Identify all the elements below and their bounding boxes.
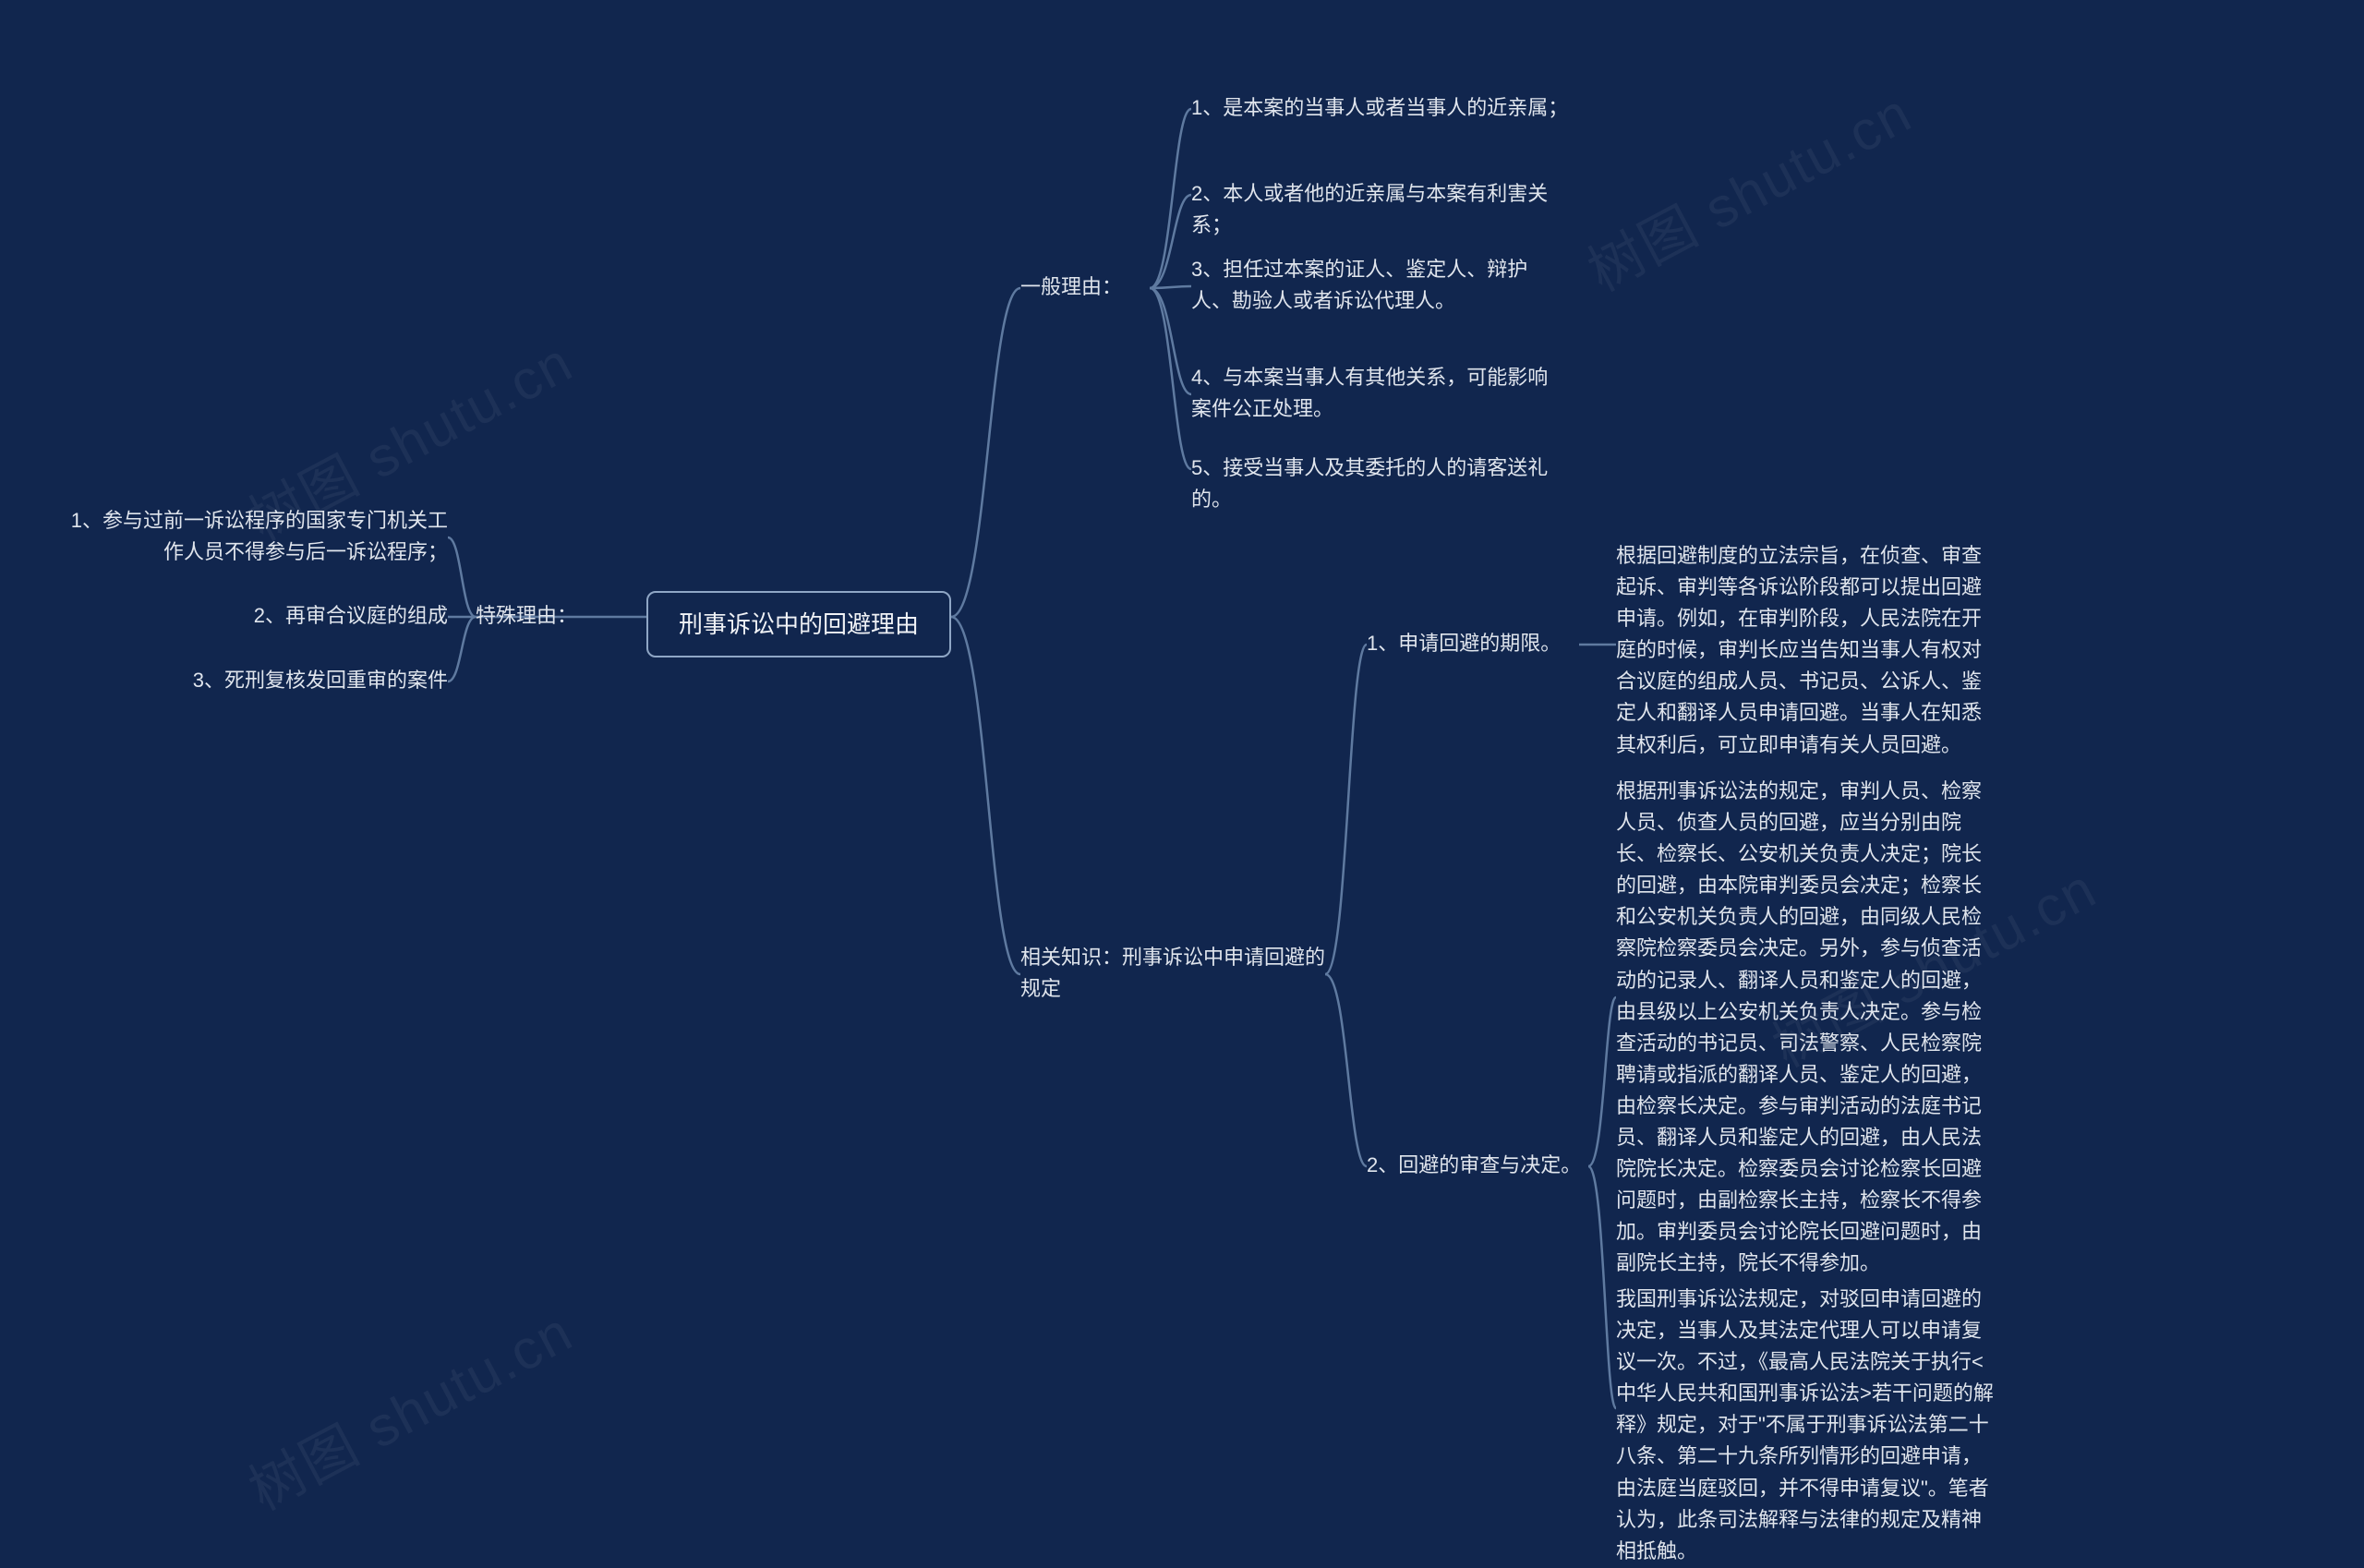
leaf-node[interactable]: 1、参与过前一诉讼程序的国家专门机关工作人员不得参与后一诉讼程序； <box>69 505 448 568</box>
leaf-node[interactable]: 根据刑事诉讼法的规定，审判人员、检察人员、侦查人员的回避，应当分别由院长、检察长… <box>1616 776 1995 1280</box>
mindmap-canvas: 树图 shutu.cn 树图 shutu.cn 树图 shutu.cn 树图 s… <box>0 0 2364 1568</box>
leaf-node[interactable]: 5、接受当事人及其委托的人的请客送礼的。 <box>1191 452 1588 515</box>
connectors <box>0 0 2364 1568</box>
leaf-node[interactable]: 2、再审合议庭的组成 <box>235 600 448 632</box>
branch-general-reasons[interactable]: 一般理由： <box>1020 271 1150 303</box>
leaf-node[interactable]: 3、死刑复核发回重审的案件 <box>180 665 448 696</box>
leaf-node[interactable]: 2、本人或者他的近亲属与本案有利害关系； <box>1191 178 1588 241</box>
leaf-node[interactable]: 我国刑事诉讼法规定，对驳回申请回避的决定，当事人及其法定代理人可以申请复议一次。… <box>1616 1284 1995 1567</box>
leaf-node[interactable]: 1、申请回避的期限。 <box>1367 628 1579 659</box>
leaf-node[interactable]: 1、是本案的当事人或者当事人的近亲属； <box>1191 92 1579 124</box>
leaf-node[interactable]: 3、担任过本案的证人、鉴定人、辩护人、勘验人或者诉讼代理人。 <box>1191 254 1561 317</box>
watermark: 树图 shutu.cn <box>233 1288 585 1526</box>
leaf-node[interactable]: 根据回避制度的立法宗旨，在侦查、审查起诉、审判等各诉讼阶段都可以提出回避申请。例… <box>1616 540 1995 761</box>
watermark: 树图 shutu.cn <box>1572 69 1924 308</box>
root-node[interactable]: 刑事诉讼中的回避理由 <box>646 591 951 657</box>
branch-special-reasons[interactable]: 特殊理由： <box>476 600 605 632</box>
leaf-node[interactable]: 2、回避的审查与决定。 <box>1367 1150 1588 1181</box>
leaf-node[interactable]: 4、与本案当事人有其他关系，可能影响案件公正处理。 <box>1191 362 1561 425</box>
branch-related-knowledge[interactable]: 相关知识：刑事诉讼中申请回避的规定 <box>1020 942 1325 1005</box>
